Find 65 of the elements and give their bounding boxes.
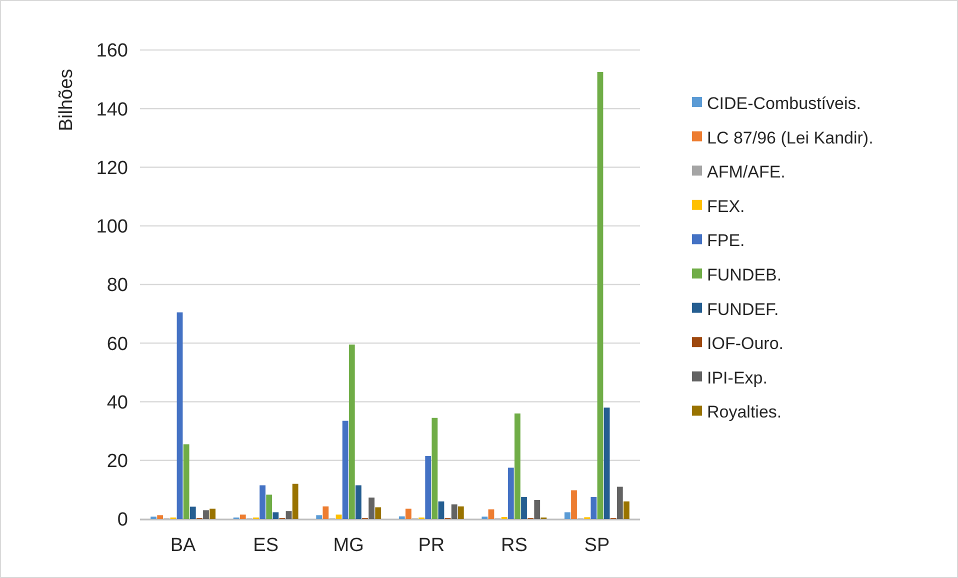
bar: [432, 418, 438, 519]
bar: [521, 497, 527, 519]
legend-label: FEX.: [707, 196, 745, 216]
y-tick-label: 0: [117, 510, 128, 531]
bar: [438, 501, 444, 519]
bar: [458, 506, 464, 519]
bar: [398, 516, 405, 519]
bar: [571, 490, 577, 519]
legend-label: Royalties.: [707, 402, 782, 422]
legend-label: FPE.: [707, 231, 745, 250]
x-tick-label: BA: [170, 535, 196, 556]
bar: [336, 514, 342, 519]
bar: [508, 468, 514, 519]
bar: [488, 509, 494, 519]
bar: [348, 344, 355, 519]
x-tick-label: ES: [253, 535, 279, 556]
bar: [368, 498, 375, 519]
bar: [564, 512, 570, 519]
bar: [272, 512, 279, 519]
y-axis-title: Bilhões: [56, 68, 77, 132]
y-tick-label: 120: [96, 158, 128, 179]
bar: [597, 72, 604, 519]
bar: [534, 500, 540, 519]
bar: [176, 312, 183, 519]
bar: [316, 515, 322, 519]
legend-label: LC 87/96 (Lei Kandir).: [707, 128, 874, 148]
bar: [292, 484, 298, 519]
bar: [451, 504, 458, 519]
bar: [266, 494, 272, 519]
legend-label: AFM/AFE.: [707, 162, 786, 182]
bar: [375, 507, 382, 519]
x-tick-label: PR: [418, 535, 445, 556]
bar: [342, 420, 348, 519]
bar: [260, 485, 266, 519]
bar: [616, 486, 623, 519]
legend-label: CIDE-Combustíveis.: [707, 94, 861, 113]
bar: [604, 408, 610, 519]
legend-label: FUNDEB.: [707, 265, 782, 284]
y-tick-label: 80: [106, 275, 128, 296]
y-tick-label: 40: [106, 392, 128, 414]
bar: [183, 444, 190, 519]
bar: [322, 506, 329, 519]
legend-label: FUNDEF.: [707, 300, 779, 319]
bar: [190, 506, 196, 519]
bar: [590, 497, 597, 519]
bar: [240, 514, 246, 519]
y-tick-label: 160: [96, 40, 128, 62]
y-tick-label: 20: [106, 451, 128, 472]
x-tick-label: SP: [584, 535, 610, 556]
y-tick-label: 60: [106, 334, 128, 355]
x-tick-label: RS: [500, 535, 528, 556]
bar: [514, 413, 520, 519]
legend-label: IPI-Exp.: [707, 368, 768, 388]
bar: [405, 508, 412, 519]
bar: [203, 510, 209, 519]
bar: [425, 456, 432, 519]
x-tick-label: MG: [333, 535, 364, 556]
bar: [624, 501, 630, 519]
bar: [157, 515, 164, 519]
bar: [286, 511, 292, 519]
y-tick-label: 100: [96, 216, 128, 238]
y-tick-label: 140: [96, 99, 128, 120]
legend-label: IOF-Ouro.: [707, 334, 784, 354]
bar: [355, 485, 362, 519]
bar: [210, 508, 216, 519]
